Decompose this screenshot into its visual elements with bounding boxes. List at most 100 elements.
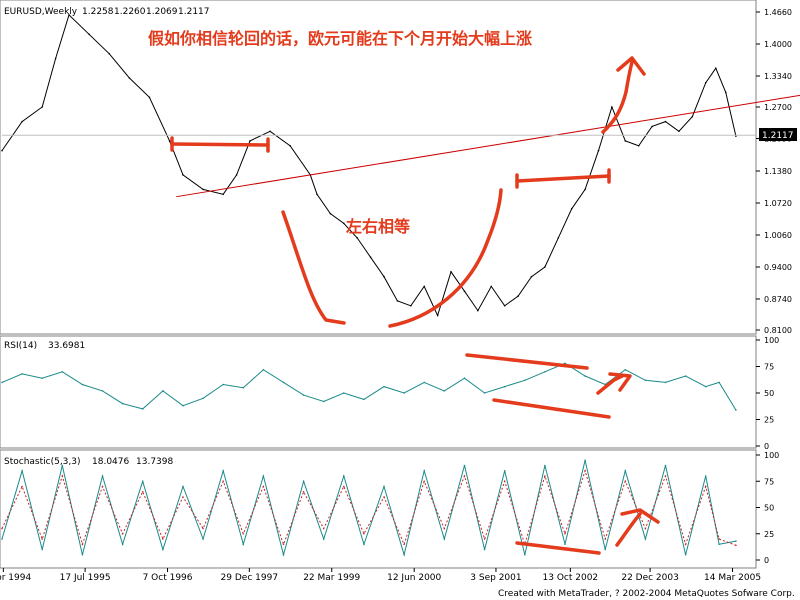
- stochastic-ytick-label: 50: [764, 504, 774, 513]
- price-data-point: [517, 295, 519, 297]
- price-data-point: [637, 144, 640, 147]
- price-data-point: [68, 14, 70, 16]
- stochastic-header-signal: 13.7398: [136, 457, 173, 467]
- price-data-point: [182, 174, 184, 176]
- stochastic-data-point: [81, 543, 84, 546]
- price-data-point: [168, 140, 171, 142]
- rsi-data-point: [21, 373, 23, 375]
- stochastic-series-line: [1, 460, 736, 557]
- stochastic-lower-line: [515, 541, 601, 555]
- price-data-point: [490, 285, 493, 288]
- stochastic-data-point: [121, 543, 124, 546]
- rsi-data-point: [644, 379, 647, 382]
- price-data-point: [423, 285, 426, 288]
- rsi-data-point: [624, 368, 627, 371]
- price-data-point: [88, 33, 90, 36]
- price-ytick-label: 1.1380: [764, 167, 792, 176]
- price-data-point: [356, 237, 359, 239]
- rsi-data-point: [343, 392, 345, 394]
- stochastic-data-point: [202, 538, 204, 540]
- price-data-point: [289, 144, 291, 147]
- price-up-arrowhead: [616, 56, 646, 76]
- right-cup-curve: [388, 188, 503, 328]
- price-header-symbol: EURUSD,Weekly: [4, 7, 78, 17]
- stochastic-data-point: [718, 543, 720, 546]
- stochastic-data-point: [664, 475, 667, 477]
- equal-annotation: 左右相等: [345, 217, 410, 236]
- left-width-marker-ends: [170, 136, 270, 153]
- rsi-data-point: [735, 409, 737, 411]
- stochastic-data-point: [343, 475, 345, 477]
- stochastic-data-point: [141, 480, 144, 483]
- price-data-point: [477, 309, 479, 312]
- stochastic-data-point: [61, 475, 64, 477]
- x-tick-label: 12 Jun 2000: [387, 573, 441, 583]
- stochastic-data-point: [383, 485, 385, 488]
- stochastic-data-point: [624, 469, 627, 472]
- stochastic-data-point: [403, 543, 405, 546]
- rsi-data-point: [41, 377, 44, 379]
- price-data-point: [704, 81, 707, 84]
- stochastic-up-arrow: [615, 512, 642, 547]
- stochastic-data-point: [322, 538, 325, 540]
- stochastic-data-point: [162, 538, 164, 540]
- stochastic-data-point: [262, 475, 265, 477]
- x-tick-label: 3 Sep 2001: [470, 573, 521, 583]
- rsi-data-point: [81, 383, 84, 386]
- price-data-point: [202, 188, 204, 191]
- stochastic-data-point: [604, 538, 606, 540]
- rsi-data-point: [162, 390, 164, 392]
- rsi-data-point: [222, 383, 224, 386]
- rsi-ytick-label: 75: [764, 363, 774, 372]
- stochastic-data-point: [735, 540, 737, 542]
- stochastic-panel: 100 75 50 25 0: [1, 451, 779, 565]
- price-data-point: [1, 149, 3, 152]
- stochastic-data-point: [704, 485, 707, 488]
- stochastic-data-point: [463, 475, 466, 477]
- footer-text: Created with MetaTrader, ? 2002-2004 Met…: [498, 589, 795, 599]
- price-header-low: 1.2069: [146, 7, 178, 17]
- stochastic-data-point: [443, 538, 446, 540]
- stochastic-series-line: [1, 469, 737, 547]
- rsi-data-point: [503, 385, 506, 388]
- stochastic-data-point: [684, 543, 687, 546]
- stochastic-data-point: [121, 532, 124, 535]
- price-data-point: [21, 120, 23, 123]
- rsi-data-point: [322, 400, 325, 403]
- rsi-series-line: [1, 362, 737, 411]
- price-up-arrow: [601, 60, 634, 134]
- stochastic-data-point: [383, 496, 385, 498]
- stochastic-data-point: [61, 464, 64, 467]
- rsi-data-point: [121, 402, 124, 405]
- current-price-box: [759, 128, 797, 141]
- stochastic-data-point: [101, 485, 104, 488]
- rsi-ytick-label: 50: [764, 389, 774, 398]
- stochastic-data-point: [1, 538, 3, 540]
- stochastic-data-point: [423, 480, 426, 483]
- rsi-data-point: [363, 398, 365, 401]
- price-data-point: [54, 57, 57, 60]
- rsi-data-point: [202, 397, 204, 400]
- x-tick-label: 22 Dec 2003: [621, 573, 679, 583]
- price-ytick-label: 1.4660: [764, 8, 792, 17]
- stochastic-data-point: [463, 464, 466, 467]
- price-data-point: [557, 237, 560, 239]
- price-data-point: [530, 275, 533, 278]
- rsi-data-point: [584, 375, 586, 377]
- stochastic-data-point: [704, 475, 707, 477]
- rsi-data-point: [242, 386, 245, 389]
- rsi-data-point: [443, 390, 446, 392]
- price-ytick-label: 1.0720: [764, 199, 792, 208]
- stochastic-data-point: [282, 543, 285, 546]
- stochastic-data-point: [182, 496, 184, 498]
- price-data-point: [624, 140, 627, 142]
- stochastic-data-point: [242, 532, 245, 535]
- price-data-point: [410, 304, 412, 307]
- rsi-data-point: [483, 392, 486, 394]
- stochastic-data-point: [101, 475, 104, 477]
- stochastic-header-main: 18.0476: [92, 457, 129, 467]
- rsi-data-point: [1, 381, 3, 384]
- stochastic-data-point: [584, 469, 586, 472]
- rsi-data-point: [262, 368, 265, 371]
